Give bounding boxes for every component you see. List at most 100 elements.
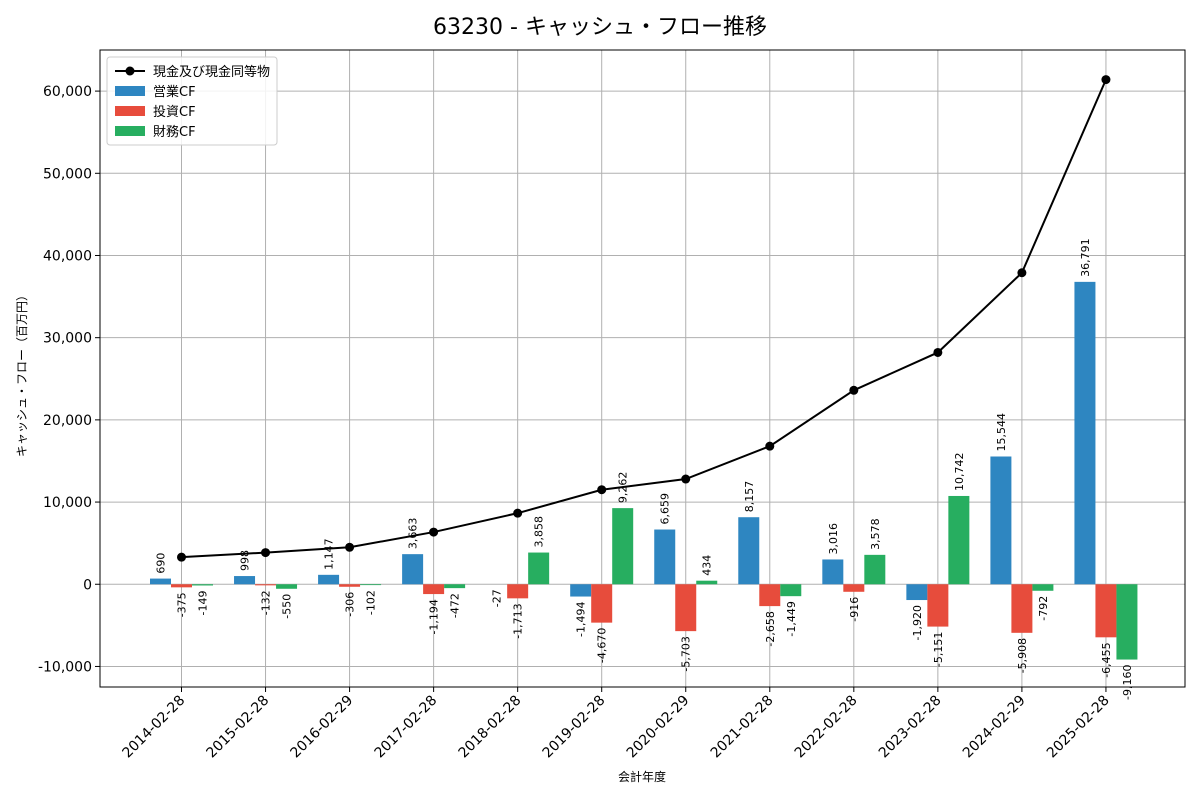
bar-営業CF-2020-02-29 [654,529,676,585]
bar-value-label: -1,494 [575,602,588,637]
bar-投資CF-2018-02-28 [507,584,529,599]
bar-value-label: 3,016 [827,523,840,555]
y-tick-label: 30,000 [43,331,92,347]
bar-value-label: -5,703 [680,636,693,671]
legend-label: 財務CF [153,125,196,140]
bar-value-label: 15,544 [995,413,1008,452]
bar-value-label: -149 [197,590,210,615]
y-tick-label: 10,000 [43,495,92,511]
bar-財務CF-2015-02-28 [276,584,298,589]
bar-投資CF-2023-02-28 [927,584,949,627]
cash-line-marker [429,527,439,537]
y-tick-label: 0 [83,577,92,593]
bar-value-label: 998 [239,550,252,571]
legend-label: 現金及び現金同等物 [153,64,270,80]
bar-財務CF-2014-02-28 [192,584,213,586]
bar-value-label: 434 [701,555,714,576]
bar-value-label: -4,670 [596,628,609,663]
bar-value-label: -472 [449,593,462,618]
bar-営業CF-2014-02-28 [150,578,171,585]
bars [150,281,1138,660]
bar-value-label: -9,160 [1121,665,1134,700]
bar-value-label: 36,791 [1079,238,1092,277]
bar-value-label: -102 [365,590,378,615]
bar-財務CF-2024-02-29 [1032,584,1054,591]
bar-value-label: 690 [155,553,168,574]
bar-value-label: -1,449 [785,601,798,636]
x-tick-label: 2021-02-28 [708,693,777,762]
x-tick-label: 2019-02-28 [540,693,609,762]
x-tick-label: 2018-02-28 [456,693,525,762]
legend-label: 投資CF [153,104,196,120]
bar-営業CF-2021-02-28 [738,517,760,585]
cash-line-marker [933,347,943,357]
bar-営業CF-2024-02-29 [990,456,1012,585]
x-tick-label: 2025-02-28 [1044,693,1113,762]
bar-営業CF-2015-02-28 [234,576,256,585]
cash-line-marker [849,385,859,395]
legend-marker-swatch [125,66,135,76]
bar-投資CF-2017-02-28 [423,584,445,595]
x-tick-label: 2015-02-28 [204,693,273,762]
cash-line [177,75,1111,562]
x-tick-label: 2017-02-28 [372,693,441,762]
bar-投資CF-2015-02-28 [255,584,277,586]
bar-財務CF-2018-02-28 [528,552,550,585]
legend-label: 営業CF [153,84,196,100]
bar-投資CF-2014-02-28 [171,584,192,588]
x-tick-label: 2016-02-29 [288,693,357,762]
y-tick-label: 60,000 [43,84,92,100]
bar-value-label: -5,908 [1016,638,1029,673]
chart-title: 63230 - キャッシュ・フロー推移 [433,15,767,40]
bar-value-label: 9,262 [617,472,630,504]
bar-財務CF-2021-02-28 [780,584,802,597]
bar-labels: 690 998 1,147 3,663 -1,494 6,659 8,157 3,016 -1,… [155,238,1134,700]
legend-color-swatch [115,106,145,116]
bar-営業CF-2016-02-29 [318,574,340,585]
cash-line-marker [681,474,691,484]
bar-value-label: -916 [848,597,861,622]
bar-value-label: -306 [344,592,357,617]
bar-value-label: 3,858 [533,516,546,548]
cash-line-marker [513,508,523,518]
bar-営業CF-2017-02-28 [402,554,424,585]
bar-value-label: -5,151 [932,632,945,667]
bar-value-label: -792 [1037,596,1050,621]
bar-財務CF-2023-02-28 [948,495,970,585]
x-tick-label: 2020-02-29 [624,693,693,762]
bar-value-label: -1,920 [911,605,924,640]
cash-line-marker [597,485,607,495]
y-tick-label: -10,000 [38,659,92,675]
bar-投資CF-2021-02-28 [759,584,781,607]
bar-value-label: 8,157 [743,481,756,513]
bar-投資CF-2022-02-28 [843,584,865,592]
bar-value-label: -2,658 [764,611,777,646]
bar-投資CF-2019-02-28 [591,584,613,623]
bar-投資CF-2024-02-29 [1011,584,1033,633]
y-tick-label: 20,000 [43,413,92,429]
bar-財務CF-2025-02-28 [1116,584,1138,660]
grid [100,50,1185,687]
legend-box [106,56,278,146]
y-axis-label: キャッシュ・フロー（百万円） [15,289,29,457]
bar-value-label: -550 [281,594,294,619]
bar-value-label: -6,455 [1100,642,1113,677]
bar-財務CF-2020-02-29 [696,580,718,585]
x-tick-label: 2023-02-28 [876,693,945,762]
bar-財務CF-2019-02-28 [612,508,634,585]
bar-営業CF-2019-02-28 [570,584,592,597]
x-tick-label: 2022-02-28 [792,693,861,762]
cash-line-marker [261,548,271,558]
bar-value-label: -1,194 [428,599,441,634]
bar-value-label: 3,578 [869,518,882,550]
bar-value-label: -132 [260,590,273,615]
bar-財務CF-2017-02-28 [444,584,466,589]
legend-color-swatch [115,86,145,96]
y-tick-label: 50,000 [43,166,92,182]
x-tick-label: 2014-02-28 [119,693,188,762]
bar-value-label: -375 [176,592,189,617]
bar-投資CF-2020-02-29 [675,584,697,632]
bar-value-label: 6,659 [659,493,672,525]
